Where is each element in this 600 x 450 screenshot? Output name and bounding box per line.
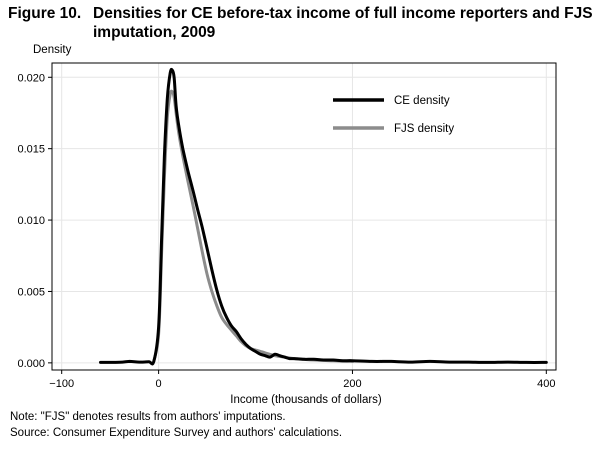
y-tick-label: 0.005 bbox=[17, 286, 45, 298]
figure-title: Figure 10. Densities for CE before-tax in… bbox=[8, 4, 593, 42]
ce-density-line bbox=[99, 67, 548, 366]
figure-notes: Note: "FJS" denotes results from authors… bbox=[10, 409, 342, 441]
source-text: Source: Consumer Expenditure Survey and … bbox=[10, 427, 343, 439]
x-tick-label: −100 bbox=[49, 378, 74, 390]
grid-lines bbox=[52, 63, 556, 370]
x-tick-label: 0 bbox=[156, 378, 162, 390]
plot-frame bbox=[51, 62, 557, 371]
x-axis-label: Income (thousands of dollars) bbox=[230, 394, 382, 406]
fjs-density-line bbox=[152, 89, 354, 363]
x-tick-label: 200 bbox=[343, 378, 361, 390]
note-text: Note: "FJS" denotes results from authors… bbox=[10, 411, 286, 423]
legend: CE density FJS density bbox=[333, 95, 454, 135]
y-tick-label: 0.015 bbox=[17, 144, 45, 156]
legend-ce-label: CE density bbox=[394, 95, 450, 107]
axis-ticks: 0.000 0.005 0.010 0.015 0.020 −100 0 200 400 bbox=[17, 72, 555, 390]
title-line-1: Densities for CE before-tax income of fu… bbox=[93, 5, 593, 22]
legend-fjs-label: FJS density bbox=[394, 123, 454, 135]
y-tick-label: 0.020 bbox=[17, 72, 45, 84]
title-line-2: imputation, 2009 bbox=[93, 24, 216, 41]
y-tick-label: 0.010 bbox=[17, 215, 45, 227]
y-tick-label: 0.000 bbox=[17, 358, 45, 370]
y-axis-label: Density bbox=[33, 44, 72, 56]
x-tick-label: 400 bbox=[537, 378, 555, 390]
series-lines bbox=[99, 67, 548, 366]
figure-number: Figure 10. bbox=[8, 5, 82, 22]
